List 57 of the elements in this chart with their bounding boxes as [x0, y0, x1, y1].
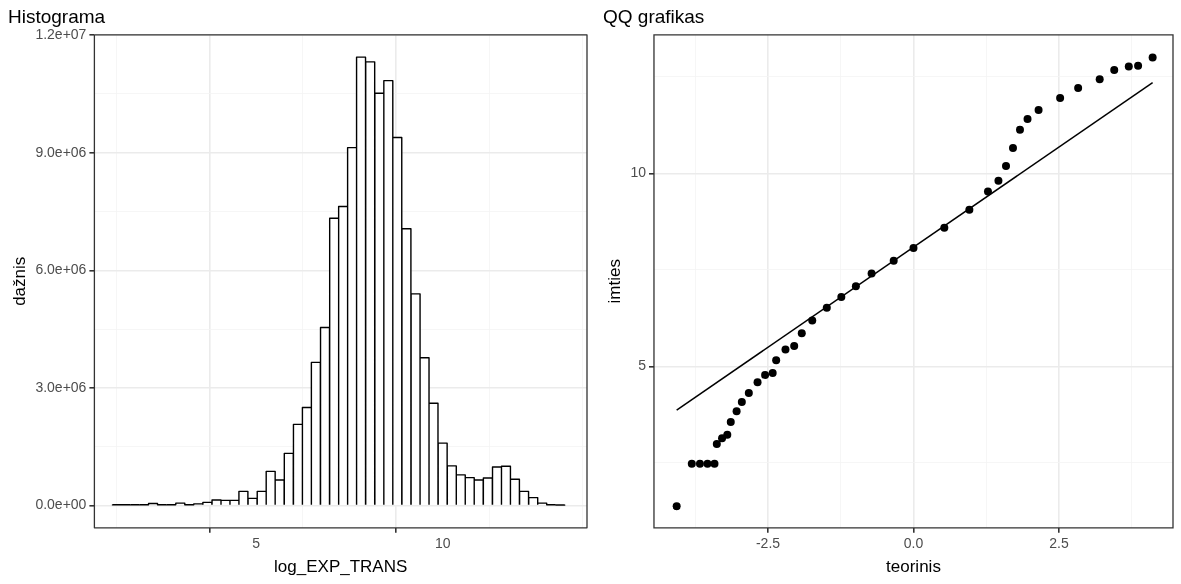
point: [772, 356, 781, 365]
y-tick-label: 6.0e+06: [35, 261, 87, 278]
point: [672, 502, 681, 511]
point: [983, 187, 992, 196]
point: [909, 243, 918, 252]
point: [781, 345, 790, 354]
point: [1124, 62, 1133, 71]
y-tick-label: 0.0e+00: [35, 496, 87, 513]
point: [837, 292, 846, 301]
point: [1008, 143, 1017, 152]
point: [808, 316, 817, 325]
point: [732, 407, 741, 416]
point: [1074, 84, 1083, 93]
point: [687, 459, 696, 468]
point: [768, 368, 777, 377]
x-axis-title: teorinis: [886, 557, 941, 577]
point: [994, 176, 1003, 185]
y-tick-label: 3.0e+06: [35, 378, 87, 395]
point: [1002, 162, 1010, 171]
y-tick-label: 1.2e+07: [35, 26, 87, 43]
x-axis-title: log_EXP_TRANS: [274, 557, 408, 577]
point: [790, 341, 799, 350]
x-tick-label: 2.5: [1049, 535, 1069, 552]
point: [965, 205, 974, 214]
point: [761, 370, 770, 379]
y-axis-title: dažnis: [9, 256, 29, 306]
point: [1015, 125, 1024, 134]
point: [737, 397, 746, 406]
point: [712, 440, 721, 449]
point: [723, 430, 732, 439]
point: [797, 329, 806, 338]
y-tick-label: 9.0e+06: [35, 143, 87, 160]
chart-title: Histograma: [8, 5, 106, 27]
point: [1034, 106, 1043, 115]
point: [753, 378, 762, 387]
point: [940, 223, 949, 232]
point: [1056, 94, 1065, 103]
x-tick-label: 0.0: [903, 535, 924, 552]
point: [1110, 65, 1119, 74]
point: [726, 418, 735, 427]
point: [1095, 75, 1104, 84]
point: [822, 303, 831, 312]
point: [1023, 114, 1032, 123]
x-tick-label: 10: [435, 535, 451, 552]
point: [744, 389, 753, 398]
point: [851, 282, 860, 291]
point: [695, 459, 704, 468]
point: [703, 459, 712, 468]
point: [710, 459, 719, 468]
chart-title: QQ grafikas: [603, 5, 705, 27]
y-axis-title: imties: [604, 259, 624, 304]
x-tick-label: 5: [252, 535, 261, 552]
point: [1148, 53, 1157, 62]
x-tick-label: -2.5: [755, 535, 781, 552]
point: [1134, 61, 1143, 70]
point: [889, 256, 898, 265]
point: [867, 269, 876, 278]
